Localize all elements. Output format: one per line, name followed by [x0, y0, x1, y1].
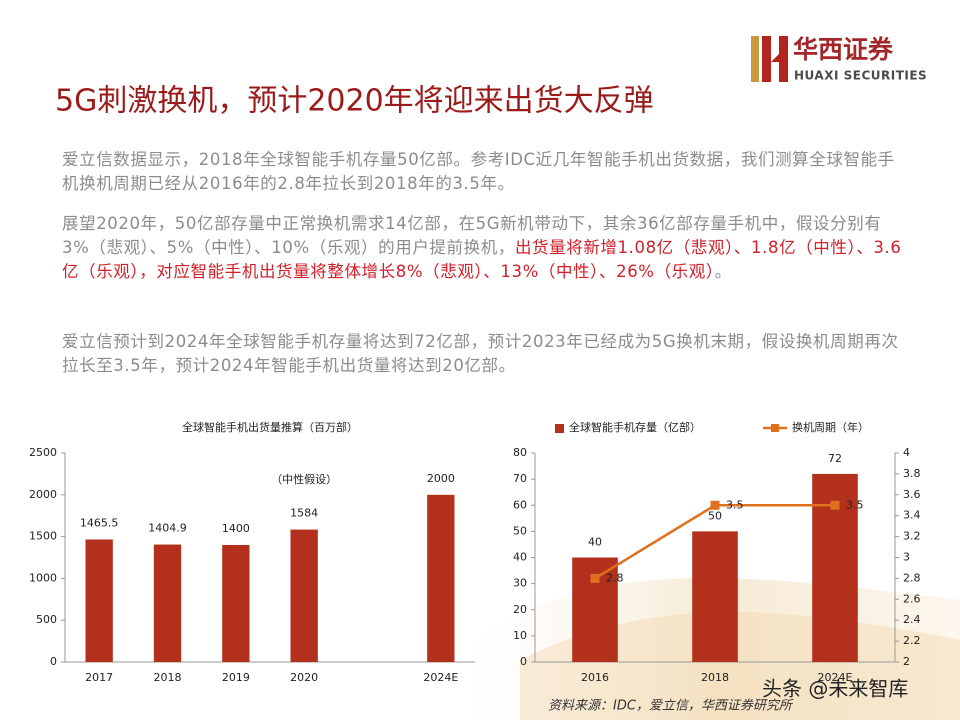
y2-tick-label: 2.4 — [903, 613, 921, 626]
y2-tick-label: 3.4 — [903, 509, 921, 522]
y2-tick-label: 3.6 — [903, 488, 921, 501]
paragraph: 爱立信预计到2024年全球智能手机存量将达到72亿部，预计2023年已经成为5G… — [62, 330, 904, 378]
y2-tick-label: 2.2 — [903, 634, 921, 647]
paragraph: 爱立信数据显示，2018年全球智能手机存量50亿部。参考IDC近几年智能手机出货… — [62, 148, 904, 196]
y-tick-label: 2500 — [29, 446, 57, 459]
text-run: 。 — [714, 262, 732, 281]
y2-tick-label: 3 — [903, 551, 910, 564]
y-tick-label: 1000 — [29, 571, 57, 584]
legend-swatch — [771, 424, 779, 432]
data-label: 1584 — [290, 507, 318, 520]
text-run: 爱立信预计到2024年全球智能手机存量将达到72亿部，预计2023年已经成为5G… — [62, 332, 899, 375]
paragraph: 展望2020年，50亿部存量中正常换机需求14亿部，在5G新机带动下，其余36亿… — [62, 212, 904, 284]
y-tick-label: 1500 — [29, 530, 57, 543]
x-tick-label: 2019 — [222, 671, 250, 684]
logo-bar — [751, 36, 759, 82]
page-title: 5G刺激换机，预计2020年将迎来出货大反弹 — [55, 84, 654, 119]
data-label: 1404.9 — [148, 522, 187, 535]
watermark: 头条 @未来智库 — [762, 677, 908, 701]
y-tick-label: 40 — [513, 551, 527, 564]
y-tick-label: 10 — [513, 629, 527, 642]
legend-label: 全球智能手机存量（亿部） — [569, 420, 701, 434]
legend-swatch — [555, 424, 564, 433]
y2-tick-label: 2 — [903, 655, 910, 668]
x-tick-label: 2024E — [423, 671, 458, 684]
logo-bar — [771, 54, 779, 62]
y-tick-label: 30 — [513, 577, 527, 590]
text-run-emphasis: 出货量将新增1.08亿（悲观）、1.8亿（中性）、3.6亿（乐观），对应智能手机… — [62, 238, 902, 281]
bar — [290, 529, 318, 662]
x-tick-label: 2018 — [701, 671, 729, 684]
bar — [427, 494, 455, 662]
brand-en: HUAXI SECURITIES — [794, 69, 927, 83]
data-label: 2000 — [427, 472, 455, 485]
y2-tick-label: 3.8 — [903, 467, 921, 480]
y-tick-label: 70 — [513, 472, 527, 485]
line-marker — [590, 573, 600, 583]
text-run: 展望2020年，50亿部存量中正常换机需求14亿部，在5G新机带动下，其余36亿… — [62, 214, 882, 257]
source: 资料来源：IDC，爱立信，华西证券研究所 — [548, 698, 794, 714]
y-tick-label: 500 — [36, 613, 57, 626]
annotation: （中性假设） — [271, 472, 337, 486]
bar — [85, 539, 113, 662]
data-label: 40 — [588, 536, 602, 549]
line-marker — [710, 500, 720, 510]
data-label: 1400 — [222, 522, 250, 535]
data-label: 1465.5 — [80, 516, 119, 529]
y-tick-label: 0 — [50, 655, 57, 668]
y-tick-label: 50 — [513, 524, 527, 537]
data-label: 72 — [828, 452, 842, 465]
y2-tick-label: 2.8 — [903, 571, 921, 584]
x-tick-label: 2020 — [290, 671, 318, 684]
bar — [692, 531, 738, 662]
y-tick-label: 60 — [513, 498, 527, 511]
logo-bar — [762, 36, 771, 82]
line-marker — [830, 500, 840, 510]
chart-title: 全球智能手机出货量推算（百万部） — [182, 420, 358, 434]
data-label: 50 — [708, 509, 722, 522]
legend-label: 换机周期（年） — [792, 420, 869, 434]
data-label: 2.8 — [606, 571, 624, 584]
bar — [153, 544, 182, 662]
y2-tick-label: 4 — [903, 446, 910, 459]
logo-bar — [779, 36, 788, 82]
y-tick-label: 0 — [520, 655, 527, 668]
y-tick-label: 20 — [513, 603, 527, 616]
bar — [222, 544, 250, 662]
y2-tick-label: 3.2 — [903, 530, 921, 543]
x-tick-label: 2024E — [818, 671, 853, 684]
x-tick-label: 2017 — [85, 671, 113, 684]
x-tick-label: 2016 — [581, 671, 609, 684]
y-tick-label: 80 — [513, 446, 527, 459]
data-label: 3.5 — [846, 498, 864, 511]
data-label: 3.5 — [726, 498, 744, 511]
y-tick-label: 2000 — [29, 488, 57, 501]
x-tick-label: 2018 — [154, 671, 182, 684]
brand-cn: 华西证券 — [793, 35, 894, 64]
y2-tick-label: 2.6 — [903, 592, 921, 605]
text-run: 爱立信数据显示，2018年全球智能手机存量50亿部。参考IDC近几年智能手机出货… — [62, 150, 895, 193]
